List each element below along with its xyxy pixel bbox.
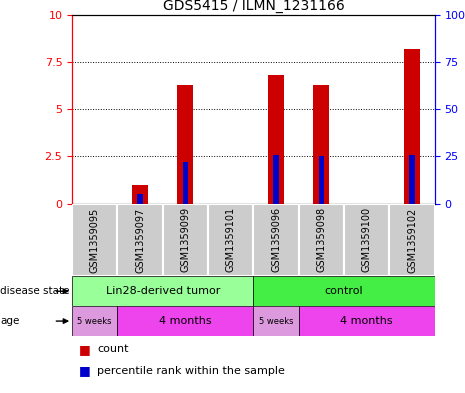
Bar <box>137 194 143 204</box>
Text: Lin28-derived tumor: Lin28-derived tumor <box>106 286 220 296</box>
Bar <box>117 204 163 276</box>
Bar <box>72 276 253 306</box>
Text: ■: ■ <box>80 364 91 377</box>
Bar <box>299 204 344 276</box>
Bar <box>72 306 117 336</box>
Text: 5 weeks: 5 weeks <box>259 317 293 325</box>
Text: age: age <box>0 316 20 326</box>
Text: GSM1359097: GSM1359097 <box>135 207 145 273</box>
Bar <box>409 154 415 204</box>
Text: GSM1359101: GSM1359101 <box>226 208 236 272</box>
Text: 4 months: 4 months <box>159 316 212 326</box>
Text: GSM1359102: GSM1359102 <box>407 207 417 273</box>
Text: count: count <box>98 344 129 354</box>
Bar <box>404 49 420 204</box>
Text: ■: ■ <box>80 343 91 356</box>
Text: disease state: disease state <box>0 286 69 296</box>
Bar <box>163 204 208 276</box>
Bar <box>319 156 324 204</box>
Bar <box>390 204 435 276</box>
Bar <box>208 204 253 276</box>
Bar <box>183 162 188 204</box>
Bar <box>253 204 299 276</box>
Bar <box>72 204 117 276</box>
Text: GSM1359099: GSM1359099 <box>180 208 191 272</box>
Bar <box>178 85 193 204</box>
Bar <box>344 204 390 276</box>
Bar <box>253 276 435 306</box>
Bar <box>132 185 148 204</box>
Text: control: control <box>325 286 364 296</box>
Text: GSM1359098: GSM1359098 <box>316 208 326 272</box>
Title: GDS5415 / ILMN_1231166: GDS5415 / ILMN_1231166 <box>163 0 344 13</box>
Text: GSM1359096: GSM1359096 <box>271 208 281 272</box>
Text: 5 weeks: 5 weeks <box>78 317 112 325</box>
Text: GSM1359100: GSM1359100 <box>362 208 372 272</box>
Text: GSM1359095: GSM1359095 <box>90 207 100 273</box>
Bar <box>253 306 299 336</box>
Bar <box>268 75 284 204</box>
Text: 4 months: 4 months <box>340 316 393 326</box>
Bar <box>299 306 435 336</box>
Bar <box>117 306 253 336</box>
Bar <box>313 85 329 204</box>
Text: percentile rank within the sample: percentile rank within the sample <box>98 365 286 375</box>
Bar <box>273 154 279 204</box>
